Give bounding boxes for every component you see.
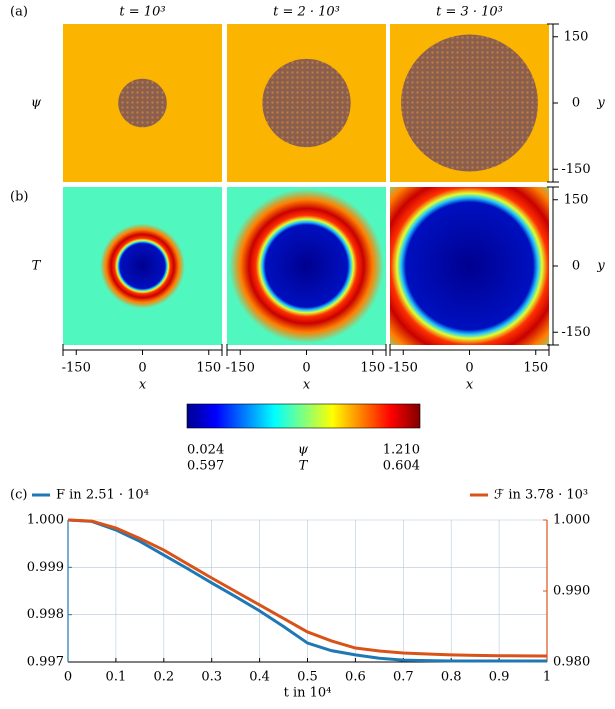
colorbar-label: 0.604 — [383, 459, 420, 474]
colorbar-label: 1.210 — [383, 443, 420, 458]
colorbar-label: ψ — [298, 443, 309, 458]
x-tick-label: -150 — [389, 361, 418, 376]
panel-label: (c) — [10, 488, 27, 503]
x-tick-label: 0.7 — [393, 670, 414, 685]
colorbar-label: 0.024 — [187, 443, 224, 458]
x-tick-label: 0.4 — [249, 670, 270, 685]
y-tick-label: 150 — [564, 192, 589, 207]
row-label: T — [32, 259, 42, 274]
y-axis-label: y — [596, 259, 605, 274]
y2-tick-label: 0.990 — [553, 584, 590, 599]
y-tick-label: 0 — [572, 259, 580, 274]
x-tick-label: 1 — [543, 670, 551, 685]
series-line — [67, 518, 548, 658]
x-axis-label: x — [466, 378, 474, 393]
x-axis-label: t in 10⁴ — [284, 686, 332, 701]
x-axis-label: x — [303, 378, 311, 393]
x-tick-label: 0 — [64, 670, 72, 685]
colorbar — [186, 403, 421, 429]
x-tick-label: 0.5 — [297, 670, 318, 685]
x-tick-label: -150 — [226, 361, 255, 376]
y-tick-label: 0.998 — [27, 607, 64, 622]
x-tick-label: 0.2 — [153, 670, 174, 685]
temperature-field — [99, 223, 186, 309]
x-axis-label: x — [139, 378, 147, 393]
x-tick-label: 0.8 — [441, 670, 462, 685]
legend-label: F in 2.51 · 10⁴ — [56, 488, 149, 503]
x-tick-label: 0.6 — [345, 670, 366, 685]
y-tick-label: 1.000 — [27, 513, 64, 528]
y-tick-label: 0 — [572, 96, 580, 111]
x-tick-label: 0.9 — [489, 670, 510, 685]
psi-grain — [401, 34, 538, 172]
psi-grain — [118, 78, 167, 128]
row-label: ψ — [31, 96, 42, 111]
x-tick-label: 150 — [196, 361, 221, 376]
y2-tick-label: 0.980 — [553, 655, 590, 670]
x-tick-label: -150 — [62, 361, 91, 376]
x-tick-label: 150 — [360, 361, 385, 376]
series-line — [67, 518, 547, 663]
x-tick-label: 0 — [302, 361, 310, 376]
colorbar-label: 0.597 — [187, 459, 224, 474]
x-tick-label: 0.1 — [106, 670, 127, 685]
y-tick-label: 0.997 — [27, 655, 64, 670]
y-tick-label: -150 — [561, 162, 590, 177]
x-tick-label: 150 — [523, 361, 548, 376]
column-title: t = 3 · 10³ — [436, 5, 503, 20]
column-title: t = 2 · 10³ — [273, 5, 340, 20]
y-tick-label: -150 — [561, 325, 590, 340]
legend-label: ℱ in 3.78 · 10³ — [494, 488, 588, 503]
colorbar-label: T — [299, 459, 309, 474]
temperature-field — [390, 187, 549, 345]
panel-label: (b) — [10, 190, 28, 205]
temperature-field — [229, 188, 384, 344]
x-tick-label: 0.3 — [201, 670, 222, 685]
panel-label: (a) — [10, 5, 28, 20]
x-tick-label: 0 — [138, 361, 146, 376]
y2-tick-label: 1.000 — [553, 513, 590, 528]
column-title: t = 10³ — [119, 5, 165, 20]
psi-grain — [262, 58, 351, 148]
y-axis-label: y — [596, 96, 605, 111]
y-tick-label: 0.999 — [27, 560, 64, 575]
y-tick-label: 150 — [564, 29, 589, 44]
x-tick-label: 0 — [465, 361, 473, 376]
